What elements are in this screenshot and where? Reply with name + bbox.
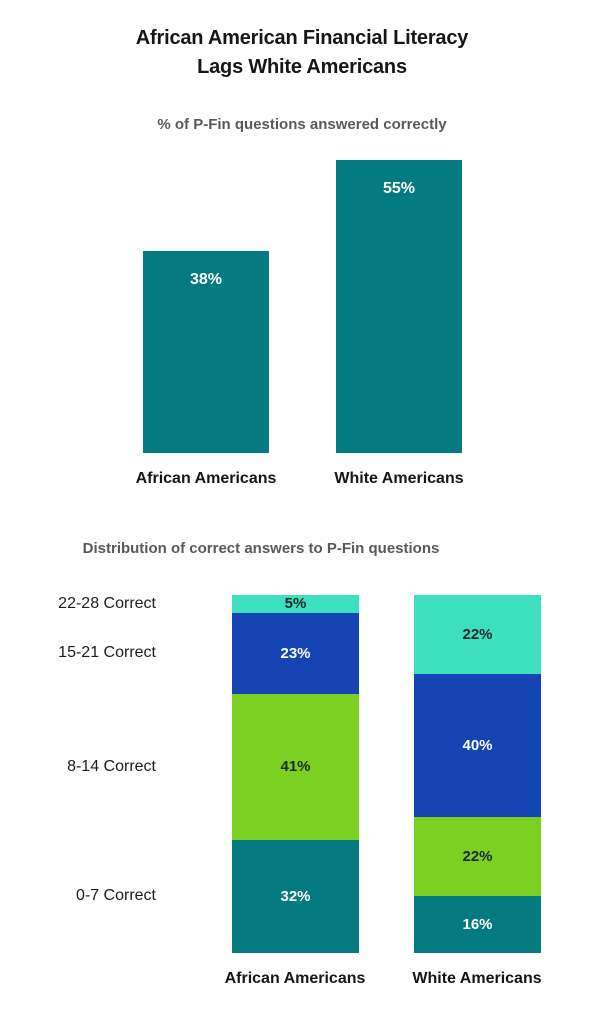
segment-15-21-correct: 40%	[414, 673, 541, 817]
segment-value-label: 22%	[462, 625, 493, 643]
row-label-0-7-correct: 0-7 Correct	[75, 887, 156, 904]
chart2-category-label-white-americans: White Americans	[412, 970, 542, 987]
stacked-bar-african-americans: 5% 23% 41% 32%	[232, 595, 359, 953]
main-title: African American Financial Literacy Lags…	[135, 27, 469, 78]
segment-0-7-correct: 16%	[414, 895, 541, 953]
bar-value-label: 38%	[189, 271, 223, 288]
row-label-15-21-correct: 15-21 Correct	[58, 644, 156, 661]
segment-value-label: 16%	[462, 915, 493, 933]
chart1-subtitle: % of P-Fin questions answered correctly	[157, 116, 447, 133]
bar-chart-financial-literacy: 38% 55%	[0, 160, 604, 453]
chart1-category-label-white-americans: White Americans	[334, 470, 464, 487]
bar-value-label: 55%	[382, 180, 416, 197]
bar-white-americans: 55%	[336, 160, 462, 453]
segment-value-label: 40%	[462, 736, 493, 754]
segment-value-label: 22%	[462, 847, 493, 865]
segment-8-14-correct: 41%	[232, 694, 359, 840]
bar-african-americans: 38%	[143, 251, 269, 453]
segment-value-label: 32%	[280, 887, 311, 905]
segment-15-21-correct: 23%	[232, 612, 359, 695]
chart1-category-label-african-americans: African Americans	[135, 470, 277, 487]
segment-value-label: 23%	[280, 644, 311, 662]
segment-22-28-correct: 22%	[414, 595, 541, 674]
segment-0-7-correct: 32%	[232, 839, 359, 953]
row-label-8-14-correct: 8-14 Correct	[67, 758, 156, 775]
chart2-title: Distribution of correct answers to P-Fin…	[82, 540, 440, 557]
segment-8-14-correct: 22%	[414, 816, 541, 896]
chart2-category-label-african-americans: African Americans	[224, 970, 366, 987]
stacked-bar-white-americans: 22% 40% 22% 16%	[414, 595, 541, 953]
segment-value-label: 41%	[280, 758, 311, 776]
segment-22-28-correct: 5%	[232, 595, 359, 613]
stacked-bar-chart-distribution: 5% 23% 41% 32% 22% 40% 22% 16% 22-28 Correct 15-2…	[0, 595, 604, 953]
row-label-22-28-correct: 22-28 Correct	[58, 595, 156, 612]
segment-value-label: 5%	[284, 595, 307, 613]
